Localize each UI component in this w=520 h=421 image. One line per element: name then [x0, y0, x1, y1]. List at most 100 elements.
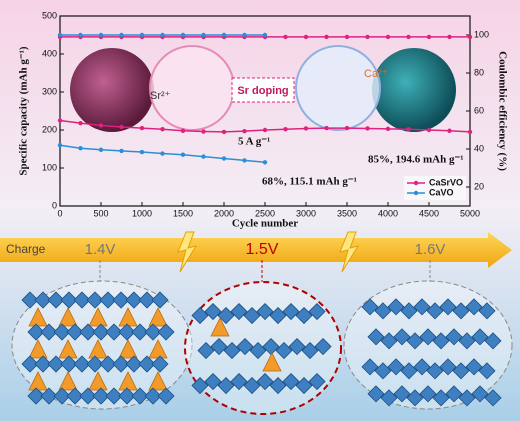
point: [119, 32, 124, 38]
octahedron: [400, 302, 418, 320]
voltage: 1.5V: [246, 241, 279, 258]
octahedron: [197, 341, 215, 360]
octahedron: [393, 328, 411, 346]
polyhedron: [28, 339, 48, 359]
octahedron: [157, 323, 175, 341]
y2-axis-label: Coulombic efficiency (%): [496, 51, 508, 171]
octahedron: [53, 387, 71, 405]
point: [78, 120, 83, 126]
octahedron: [66, 387, 84, 405]
octahedron: [406, 389, 424, 407]
octahedron: [361, 358, 379, 376]
x-tick-label: 1500: [173, 208, 193, 218]
annotation: 85%, 194.6 mAh g⁻¹: [368, 154, 464, 166]
legend-marker: [413, 180, 419, 186]
octahedron: [380, 389, 398, 407]
octahedron: [387, 358, 405, 376]
point: [57, 118, 63, 123]
point: [426, 127, 432, 133]
octahedron: [112, 355, 130, 373]
octahedron: [217, 376, 235, 395]
point: [385, 126, 391, 132]
octahedron: [21, 291, 39, 309]
octahedron: [27, 387, 45, 405]
octahedron: [413, 358, 431, 376]
polyhedron: [88, 307, 108, 327]
octahedron: [157, 387, 175, 405]
octahedron: [60, 291, 78, 309]
octahedron: [53, 323, 71, 341]
octahedron: [419, 385, 437, 403]
octahedron: [465, 358, 483, 376]
point: [324, 125, 329, 131]
octahedron: [282, 372, 300, 391]
point: [303, 126, 309, 131]
octahedron: [478, 362, 496, 380]
point: [344, 125, 350, 131]
octahedron: [86, 355, 104, 373]
point: [160, 32, 165, 38]
point: [160, 127, 165, 132]
point: [221, 156, 227, 161]
octahedron: [118, 323, 136, 341]
point: [201, 154, 206, 159]
y-tick-label: 300: [42, 86, 57, 96]
x-tick-label: 2500: [255, 208, 275, 218]
octahedron: [256, 372, 274, 391]
voltage: 1.4V: [85, 241, 116, 258]
x-tick-label: 4000: [378, 208, 398, 218]
annotation: 68%, 115.1 mAh g⁻¹: [262, 176, 357, 188]
octahedron: [432, 332, 450, 350]
octahedron: [406, 332, 424, 350]
octahedron: [458, 389, 476, 407]
point: [57, 32, 63, 38]
octahedron: [73, 355, 91, 373]
octahedron: [387, 298, 405, 316]
legend-label: CaSrVO: [429, 177, 463, 187]
octahedron: [34, 355, 52, 373]
octahedron: [393, 385, 411, 403]
octahedron: [47, 291, 65, 309]
octahedron: [125, 291, 143, 309]
point: [324, 34, 329, 40]
octahedron: [230, 302, 248, 321]
sphere-cavo: [372, 48, 456, 132]
annotation: Ca²⁺: [364, 68, 388, 80]
octahedron: [79, 323, 97, 341]
octahedron: [445, 385, 463, 403]
octahedron: [295, 376, 313, 395]
octahedron: [458, 332, 476, 350]
zoom-circle: [295, 45, 381, 131]
charge-arrow: [0, 232, 512, 268]
octahedron: [217, 306, 235, 325]
octahedron: [191, 376, 209, 395]
octahedron: [131, 323, 149, 341]
octahedron: [151, 291, 169, 309]
point: [242, 32, 247, 38]
y2-tick-label: 100: [474, 29, 489, 39]
octahedron: [419, 328, 437, 346]
octahedron: [223, 341, 241, 360]
octahedron: [27, 323, 45, 341]
octahedron: [230, 372, 248, 391]
octahedron: [112, 291, 130, 309]
y2-tick-label: 40: [474, 143, 484, 153]
polyhedron: [148, 371, 168, 391]
octahedron: [314, 337, 332, 356]
octahedron: [413, 298, 431, 316]
octahedron: [249, 341, 267, 360]
octahedron: [105, 323, 123, 341]
octahedron: [86, 291, 104, 309]
octahedron: [367, 385, 385, 403]
y-tick-label: 400: [42, 48, 57, 58]
octahedron: [210, 337, 228, 356]
octahedron: [73, 291, 91, 309]
octahedron: [478, 302, 496, 320]
point: [344, 34, 350, 40]
octahedron: [400, 362, 418, 380]
octahedron: [275, 341, 293, 360]
y-tick-label: 100: [42, 162, 57, 172]
octahedron: [439, 298, 457, 316]
polyhedron: [262, 352, 282, 372]
octahedron: [471, 385, 489, 403]
